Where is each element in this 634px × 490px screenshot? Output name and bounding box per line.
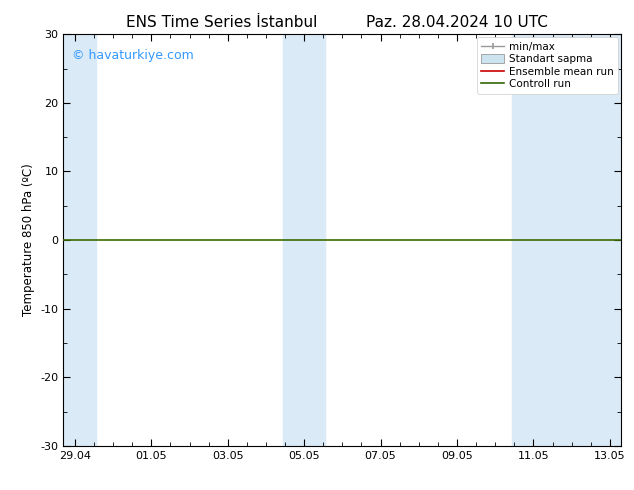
Legend: min/max, Standart sapma, Ensemble mean run, Controll run: min/max, Standart sapma, Ensemble mean r… (477, 37, 618, 94)
Bar (533, 34, 621, 446)
Bar (512, 34, 533, 446)
Text: © havaturkiye.com: © havaturkiye.com (72, 49, 193, 62)
Text: ENS Time Series İstanbul: ENS Time Series İstanbul (126, 15, 318, 30)
Bar (63, 34, 96, 446)
Text: Paz. 28.04.2024 10 UTC: Paz. 28.04.2024 10 UTC (366, 15, 547, 30)
Bar (283, 34, 325, 446)
Y-axis label: Temperature 850 hPa (ºC): Temperature 850 hPa (ºC) (22, 164, 35, 317)
